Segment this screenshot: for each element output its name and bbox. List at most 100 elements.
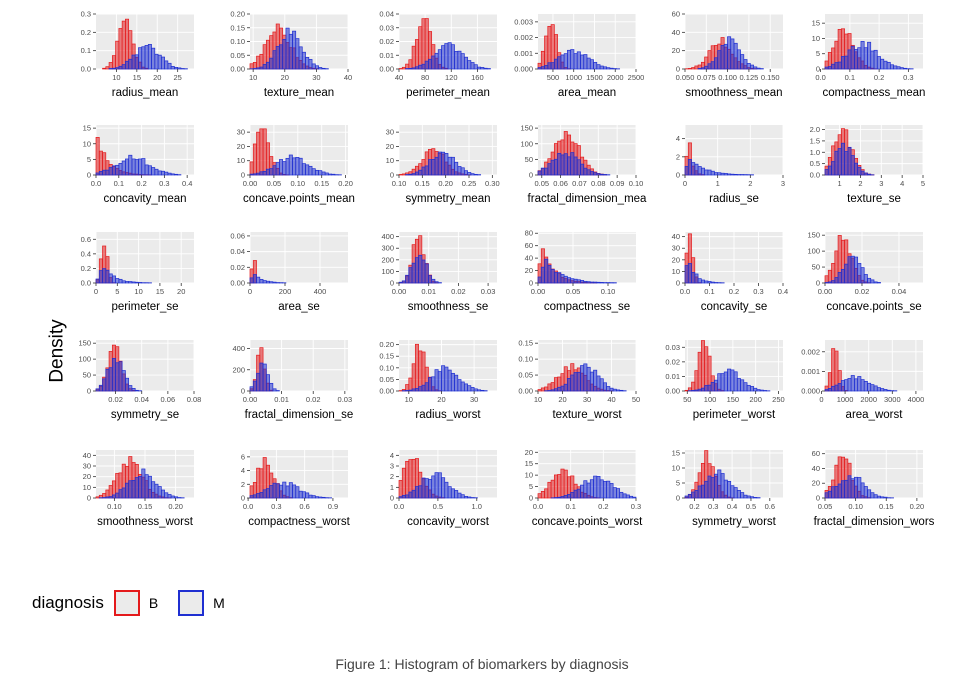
bar: [249, 386, 254, 392]
y-tick-label: 150: [78, 339, 91, 348]
y-tick-label: 40: [812, 464, 820, 473]
bar: [537, 389, 542, 392]
series-m: [684, 469, 761, 499]
y-tick-label: 200: [232, 365, 245, 374]
bar: [714, 57, 719, 70]
bar: [256, 372, 261, 392]
y-tick-label: 0: [676, 494, 680, 503]
bar: [589, 59, 594, 70]
x-tick-label: 10: [112, 73, 120, 82]
y-tick-label: 0.2: [81, 28, 91, 37]
bar: [160, 489, 165, 499]
bar: [694, 273, 699, 284]
bar: [411, 388, 416, 392]
bar: [408, 377, 413, 392]
y-tick-label: 4: [241, 466, 245, 475]
x-tick-label: 0.10: [291, 179, 306, 188]
bar: [700, 484, 705, 499]
bar: [405, 390, 410, 392]
bar: [694, 370, 699, 392]
bar: [285, 157, 290, 176]
bar: [540, 490, 545, 499]
bar: [576, 279, 581, 284]
bar: [434, 52, 439, 70]
bar: [593, 281, 598, 284]
bar: [867, 173, 872, 176]
y-tick-label: 150: [520, 124, 533, 133]
bar: [586, 366, 591, 392]
bar: [589, 479, 594, 499]
x-axis-label: texture_se: [847, 193, 901, 205]
y-tick-label: 2.0: [810, 125, 820, 134]
bar: [576, 488, 581, 499]
bar: [460, 494, 465, 499]
bar: [625, 494, 630, 499]
series-m: [249, 362, 280, 392]
x-tick-label: 1500: [586, 73, 603, 82]
bar: [557, 386, 562, 392]
y-tick-label: 40: [672, 28, 680, 37]
bar: [447, 156, 452, 176]
y-tick-label: 10: [672, 267, 680, 276]
panel-perimeter-worst: 0.00 0.01 0.02 0.03 50 100 150 200 250 perimeter_…: [665, 340, 785, 421]
bar: [606, 67, 611, 70]
bar: [612, 388, 617, 392]
bar: [883, 496, 888, 499]
x-axis-label: perimeter_se: [111, 301, 178, 313]
panel-smoothness-mean: 0 20 40 60 0.050 0.075 0.100 0.125 0.150 smoothne…: [672, 10, 783, 99]
series-m: [537, 258, 617, 284]
x-tick-label: 0.20: [168, 502, 183, 511]
bar: [160, 170, 165, 176]
bar: [563, 153, 568, 176]
bar: [824, 275, 829, 284]
y-tick-label: 0: [241, 494, 245, 503]
bar: [573, 489, 578, 499]
bar: [431, 278, 436, 284]
bar: [586, 281, 591, 284]
bar: [121, 160, 126, 176]
bar: [583, 280, 588, 284]
series-m: [249, 481, 333, 499]
bar: [720, 473, 725, 499]
bar: [547, 390, 552, 392]
bar: [824, 492, 829, 499]
bar: [272, 388, 277, 392]
bar: [867, 489, 872, 499]
bar: [115, 67, 120, 70]
bar: [424, 263, 429, 284]
x-tick-label: 0.08: [591, 179, 606, 188]
x-tick-label: 0.01: [421, 287, 436, 296]
y-tick-label: 20: [525, 266, 533, 275]
x-axis-label: smoothness_worst: [97, 516, 194, 528]
bar: [108, 485, 113, 499]
x-tick-label: 0.4: [778, 287, 788, 296]
bar: [834, 384, 839, 392]
bar: [684, 166, 689, 176]
bar: [463, 56, 468, 70]
bar: [102, 67, 107, 70]
bar: [414, 257, 419, 284]
bar: [837, 272, 842, 284]
y-tick-label: 0: [529, 171, 533, 180]
bar: [746, 384, 751, 392]
bar: [854, 378, 859, 392]
bar: [272, 165, 277, 176]
bar: [131, 281, 136, 284]
bar: [437, 472, 442, 499]
bar: [259, 278, 264, 284]
bar: [896, 66, 901, 70]
x-tick-label: 0.2: [729, 287, 739, 296]
y-tick-label: 0.003: [514, 17, 533, 26]
legend-label-b: B: [148, 595, 159, 611]
bar: [720, 45, 725, 70]
bar: [730, 173, 735, 176]
bar: [727, 480, 732, 499]
bar: [583, 363, 588, 392]
bar: [405, 384, 410, 392]
bar: [111, 67, 116, 70]
y-tick-label: 300: [381, 244, 394, 253]
x-tick-label: 0.30: [485, 179, 500, 188]
bar: [115, 492, 120, 499]
bar: [414, 388, 419, 392]
y-tick-label: 2: [241, 480, 245, 489]
